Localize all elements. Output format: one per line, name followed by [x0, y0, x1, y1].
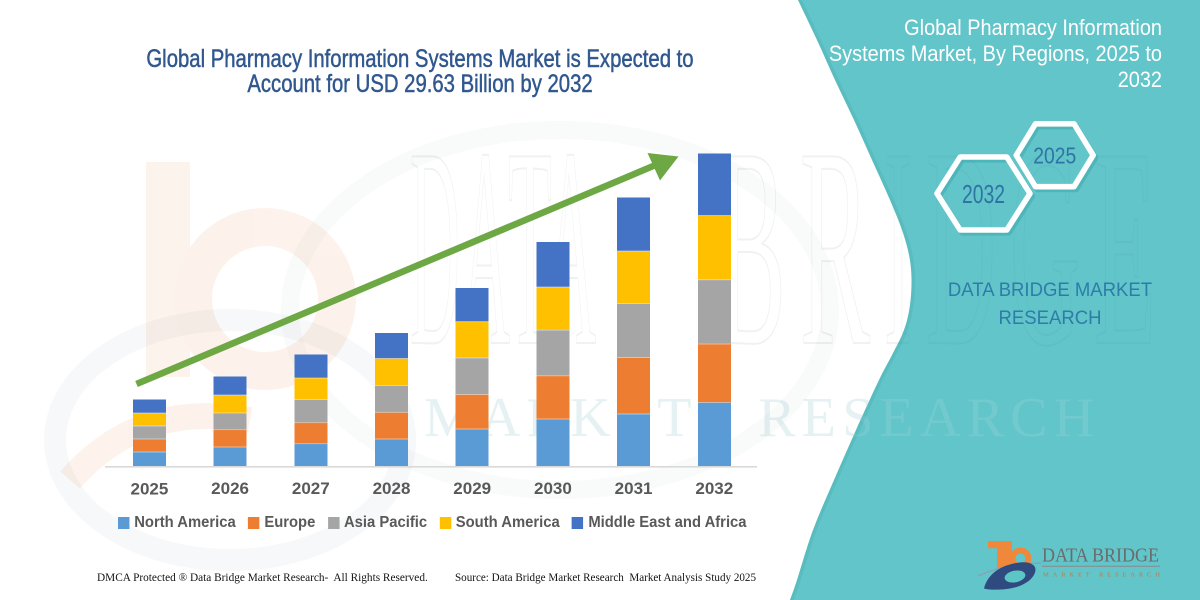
svg-text:D: D — [410, 89, 460, 405]
svg-text:E: E — [1094, 89, 1156, 405]
svg-text:2030: 2030 — [534, 479, 572, 498]
svg-text:2029: 2029 — [453, 479, 491, 498]
svg-text:2025: 2025 — [130, 480, 168, 499]
svg-text:D: D — [926, 89, 996, 405]
svg-text:2031: 2031 — [615, 479, 653, 498]
svg-text:2025: 2025 — [1033, 143, 1076, 169]
svg-text:G: G — [1010, 89, 1080, 405]
svg-text:MARKET RESEARCH: MARKET RESEARCH — [1043, 572, 1164, 579]
svg-text:2032: 2032 — [695, 479, 733, 498]
svg-text:DATA BRIDGE: DATA BRIDGE — [1042, 546, 1159, 567]
svg-text:2032: 2032 — [962, 179, 1005, 209]
svg-text:R: R — [800, 89, 871, 405]
svg-text:2028: 2028 — [373, 479, 411, 498]
svg-text:2026: 2026 — [211, 479, 249, 498]
svg-text:2027: 2027 — [292, 479, 330, 498]
